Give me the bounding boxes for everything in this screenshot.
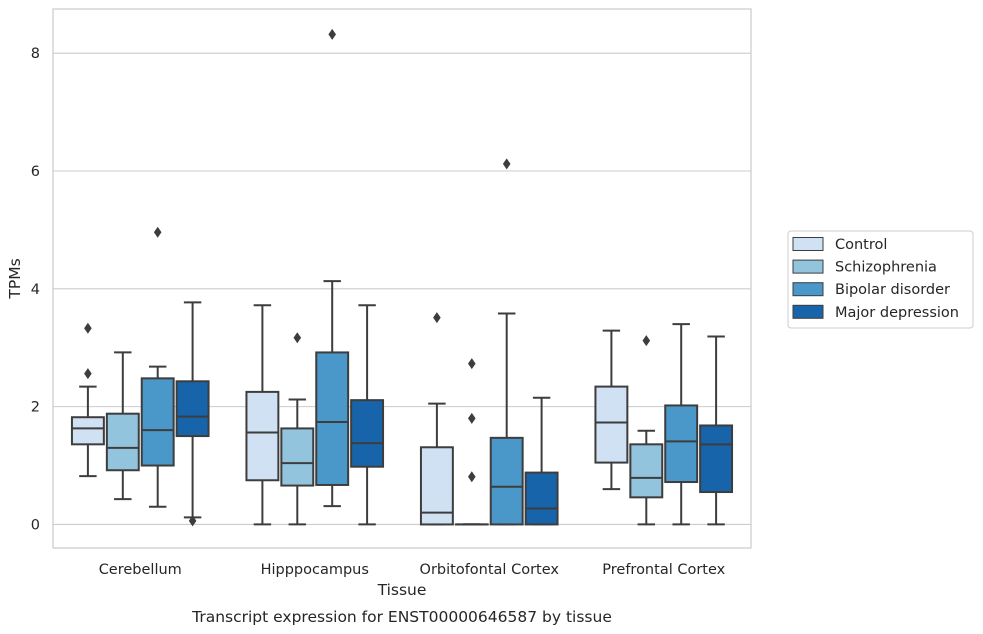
legend-swatch	[792, 259, 824, 274]
box-schizophrenia	[105, 351, 140, 501]
box-major-depression	[699, 335, 734, 526]
box-major-depression	[524, 396, 559, 526]
box	[489, 436, 524, 526]
outlier-point	[468, 471, 476, 483]
legend-swatch	[792, 304, 824, 319]
box-major-depression	[350, 304, 385, 526]
box	[70, 416, 105, 446]
outlier-point	[468, 358, 476, 370]
box-control	[594, 329, 629, 491]
x-tick-label: Orbitofontal Cortex	[420, 562, 560, 578]
legend: Control Schizophrenia Bipolar disorder Majo…	[787, 230, 974, 329]
y-tick-label: 8	[31, 46, 40, 62]
y-axis-ticks: 0 2 4 6 8	[31, 46, 40, 533]
outlier-point	[84, 368, 92, 380]
box	[350, 399, 385, 468]
box-bipolar-disorder	[489, 158, 524, 526]
outlier-point	[293, 332, 302, 344]
y-tick-label: 2	[31, 400, 40, 416]
x-tick-label: Cerebellum	[99, 562, 182, 578]
legend-entry-label: Schizophrenia	[835, 260, 937, 276]
x-axis-label: Tissue	[377, 581, 427, 599]
box-bipolar-disorder	[664, 323, 699, 526]
box-schizophrenia	[629, 335, 664, 526]
outlier-point	[502, 158, 511, 170]
outlier-point	[642, 335, 651, 347]
box	[175, 380, 210, 438]
legend-entry-label: Bipolar disorder	[835, 282, 950, 298]
legend-frame	[787, 230, 974, 329]
box	[699, 424, 734, 494]
box-bipolar-disorder	[140, 226, 175, 508]
outlier-point	[433, 312, 441, 324]
box-schizophrenia	[454, 358, 489, 526]
outlier-point	[328, 28, 336, 40]
y-tick-label: 6	[31, 164, 40, 180]
box	[140, 377, 175, 467]
x-tick-label: Prefrontal Cortex	[602, 562, 725, 578]
box-bipolar-disorder	[315, 28, 350, 508]
box	[664, 404, 699, 484]
y-axis-label: TPMs	[6, 258, 24, 299]
box-schizophrenia	[280, 332, 315, 526]
box-control	[245, 304, 280, 526]
box	[629, 443, 664, 499]
box-plot-area	[70, 28, 734, 527]
legend-entry-label: Control	[835, 237, 887, 253]
y-tick-label: 0	[31, 517, 40, 533]
box	[105, 412, 140, 472]
box	[524, 471, 559, 526]
outlier-point	[188, 515, 197, 527]
legend-swatch	[792, 282, 824, 297]
box-major-depression	[175, 301, 210, 527]
outlier-point	[153, 226, 162, 238]
box	[419, 446, 454, 526]
chart-caption: Transcript expression for ENST0000064658…	[191, 608, 612, 626]
box	[594, 385, 629, 464]
legend-swatch	[792, 237, 824, 251]
legend-entry-label: Major depression	[835, 305, 959, 321]
y-tick-label: 4	[31, 282, 40, 298]
box	[315, 351, 350, 486]
outlier-point	[468, 412, 476, 424]
x-axis-ticks: Cerebellum Hipppocampus Orbitofontal Corte…	[99, 562, 726, 578]
box	[280, 427, 315, 487]
plot-frame	[52, 8, 752, 549]
outlier-point	[84, 322, 92, 334]
box-control	[419, 312, 454, 526]
box	[245, 390, 280, 482]
box-control	[70, 322, 105, 478]
x-tick-label: Hipppocampus	[261, 562, 369, 578]
